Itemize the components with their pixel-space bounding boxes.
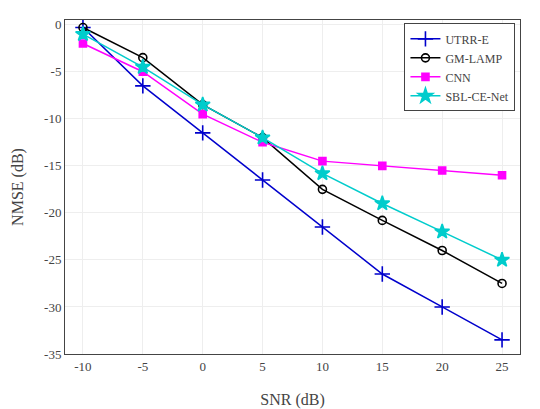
svg-text:UTRR-E: UTRR-E bbox=[445, 33, 488, 47]
svg-text:-10: -10 bbox=[44, 111, 61, 126]
svg-text:-5: -5 bbox=[137, 359, 148, 374]
svg-text:-20: -20 bbox=[44, 205, 61, 220]
svg-text:NMSE (dB): NMSE (dB) bbox=[9, 148, 27, 226]
svg-text:-15: -15 bbox=[44, 158, 61, 173]
svg-text:0: 0 bbox=[199, 359, 206, 374]
svg-text:-10: -10 bbox=[74, 359, 91, 374]
svg-text:SBL-CE-Net: SBL-CE-Net bbox=[445, 90, 508, 104]
svg-text:GM-LAMP: GM-LAMP bbox=[445, 52, 502, 66]
svg-text:-30: -30 bbox=[44, 300, 61, 315]
svg-text:-5: -5 bbox=[51, 64, 62, 79]
svg-text:20: 20 bbox=[436, 359, 449, 374]
svg-text:25: 25 bbox=[496, 359, 509, 374]
svg-text:0: 0 bbox=[55, 17, 62, 32]
svg-text:SNR (dB): SNR (dB) bbox=[260, 391, 324, 409]
svg-text:-25: -25 bbox=[44, 252, 61, 267]
svg-text:5: 5 bbox=[259, 359, 266, 374]
svg-text:15: 15 bbox=[376, 359, 389, 374]
svg-text:10: 10 bbox=[316, 359, 329, 374]
svg-text:-35: -35 bbox=[44, 347, 61, 362]
svg-text:CNN: CNN bbox=[445, 71, 471, 85]
